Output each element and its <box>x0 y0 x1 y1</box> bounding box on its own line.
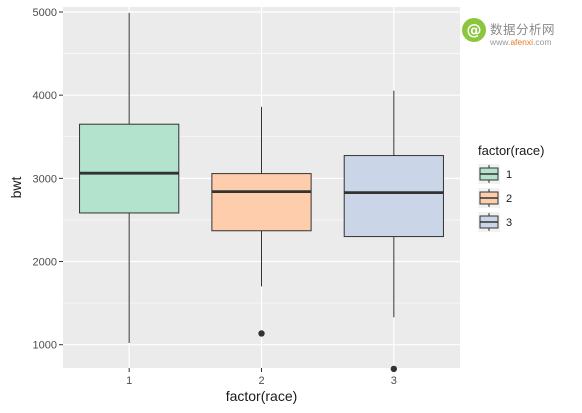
x-tick-label: 2 <box>258 375 264 387</box>
watermark-logo: @ 数据分析网 www.afenxi.com <box>462 18 578 50</box>
outlier-point <box>258 330 265 337</box>
legend-label: 3 <box>506 217 512 229</box>
box-3 <box>343 155 444 238</box>
legend-label: 1 <box>506 169 512 181</box>
watermark-url-prefix: www. <box>490 37 511 47</box>
y-tick-label: 4000 <box>33 90 57 102</box>
watermark-at-icon: @ <box>462 18 486 42</box>
box-1 <box>79 123 180 214</box>
y-tick-label: 2000 <box>33 257 57 269</box>
y-tick-label: 1000 <box>33 340 57 352</box>
watermark-url: www.afenxi.com <box>490 37 551 47</box>
x-tick-label: 1 <box>126 375 132 387</box>
legend-title: factor(race) <box>478 143 544 158</box>
watermark-url-brand: afenxi <box>510 37 533 47</box>
watermark-site-name: 数据分析网 <box>490 22 556 37</box>
outlier-point <box>390 365 398 373</box>
box-2 <box>211 173 312 232</box>
y-axis-title: bwt <box>8 177 24 199</box>
watermark-url-suffix: .com <box>533 37 552 47</box>
x-axis-title: factor(race) <box>226 388 298 404</box>
y-tick-label: 5000 <box>33 7 57 19</box>
x-tick-label: 3 <box>391 375 397 387</box>
y-tick-label: 3000 <box>33 173 57 185</box>
legend-label: 2 <box>506 193 512 205</box>
